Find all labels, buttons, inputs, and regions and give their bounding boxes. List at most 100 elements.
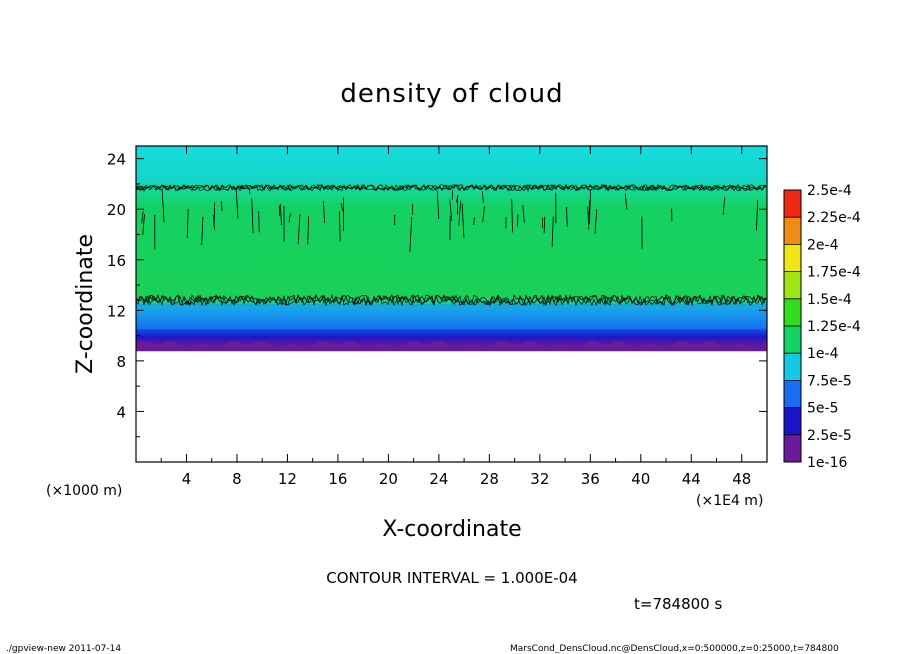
contour-streak [340,203,344,212]
contour-streak [481,191,484,203]
contour-streak [279,204,282,226]
contour-lines [135,183,767,307]
y-tick-label: 4 [116,403,126,421]
y-axis-label: Z-coordinate [73,234,98,374]
density-region [136,146,767,184]
footer-right: MarsCond_DensCloud.nc@DensCloud,x=0:5000… [510,644,839,654]
y-tick-label: 20 [107,201,126,219]
x-unit-label: (×1E4 m) [696,493,763,509]
y-tick-label: 16 [107,252,126,270]
x-tick-label: 44 [682,470,701,488]
x-tick-label: 48 [732,470,751,488]
contour-line [135,183,767,192]
colorbar-swatch [784,298,801,326]
x-tick-label: 24 [429,470,448,488]
contour-streak [516,214,519,227]
colorbar-label: 2.5e-4 [807,183,852,199]
density-region [136,304,767,330]
x-axis: 4 8 12 16 20 24 28 32 36 40 44 48 [160,146,751,488]
contour-streak [594,209,598,234]
colorbar-label: 1e-4 [807,346,839,362]
footer-left: ./gpview-new 2011-07-14 [6,644,121,654]
colorbar-label: 1.75e-4 [807,265,861,281]
contour-streak [212,215,216,230]
colorbar-swatch [784,190,801,218]
x-tick-label: 12 [278,470,297,488]
contour-interval: CONTOUR INTERVAL = 1.000E-04 [326,569,577,587]
colorbar-swatch [784,434,801,462]
colorbar-swatch [784,326,801,354]
contour-streak [473,216,475,225]
colorbar-swatch [784,353,801,381]
colorbar-label: 1.25e-4 [807,319,861,335]
contour-streak [186,209,189,239]
colorbar-label: 1.5e-4 [807,292,852,308]
density-gradient [136,146,767,349]
y-tick-label: 8 [116,353,126,371]
colorbar-label: 2.25e-4 [807,210,861,226]
contour-streak [566,207,568,227]
contour-streak [722,197,726,216]
contour-line [135,294,767,306]
colorbar-swatch [784,380,801,408]
y-unit-label: (×1000 m) [46,483,122,499]
x-tick-label: 16 [328,470,347,488]
contour-streak [248,187,251,195]
contour-streak [258,211,260,233]
y-axis: 4 8 12 16 20 24 [107,151,767,438]
colorbar-swatch [784,271,801,299]
contour-line [135,183,767,192]
y-tick-label: 12 [107,302,126,320]
contour-streak [543,216,546,234]
contour-streak [322,200,325,223]
chart-title: density of cloud [340,79,563,109]
x-tick-label: 20 [379,470,398,488]
x-tick-label: 8 [232,470,242,488]
x-tick-label: 36 [581,470,600,488]
contour-streak [449,199,453,221]
contour-streak [436,190,440,219]
density-field [136,146,767,352]
colorbar-label: 2e-4 [807,237,839,253]
colorbar-label: 7.5e-5 [807,373,852,389]
colorbar: 1e-16 2.5e-5 5e-5 7.5e-5 1e-4 1.25e-4 1.5e-4 1.… [783,183,861,471]
density-region [136,183,767,304]
contour-streak [522,205,525,223]
contour-streak [339,211,341,242]
contour-streak [288,213,291,223]
x-tick-label: 40 [631,470,650,488]
x-tick-label: 4 [182,470,192,488]
colorbar-swatch [784,217,801,245]
contour-streak [221,200,223,212]
contour-streak [161,188,165,223]
colorbar-label: 5e-5 [807,401,838,417]
contour-streak [756,200,759,231]
contour-line [135,294,767,307]
density-region [136,338,767,349]
contour-streak [624,193,628,210]
contour-streak [458,200,462,227]
contour-streak [461,203,465,238]
x-tick-label: 28 [480,470,499,488]
contour-line [135,183,767,192]
contour-streak [551,216,554,248]
contour-streak [142,214,145,236]
colorbar-label: 2.5e-5 [807,428,852,444]
colorbar-label: 1e-16 [807,455,847,471]
time-label: t=784800 s [634,595,722,613]
contour-streak [511,199,513,233]
contour-streak [201,216,204,246]
x-axis-label: X-coordinate [382,517,521,542]
contour-streak [307,216,309,245]
plot-frame [135,145,768,463]
colorbar-swatch [784,244,801,272]
contour-streak [251,198,254,233]
contour-streak [482,205,485,223]
contour-streak [297,214,301,245]
cloud-base-edge [136,340,767,352]
density-region [136,329,767,339]
contour-streak [235,188,239,219]
contour-streak [141,211,144,224]
colorbar-swatch [784,407,801,435]
